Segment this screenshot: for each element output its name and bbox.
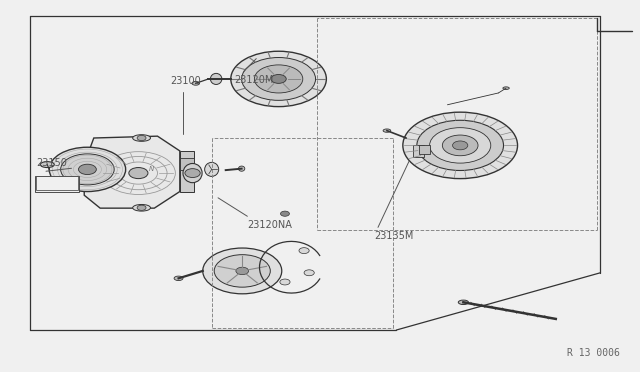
Ellipse shape (40, 161, 54, 167)
FancyBboxPatch shape (35, 176, 79, 192)
Text: 23150: 23150 (36, 157, 67, 167)
Circle shape (203, 248, 282, 294)
Circle shape (429, 128, 491, 163)
Text: 23120NA: 23120NA (247, 220, 292, 230)
Text: 23135M: 23135M (374, 231, 413, 241)
Text: 23120M: 23120M (234, 75, 273, 85)
Circle shape (442, 135, 478, 156)
Circle shape (61, 154, 114, 185)
Circle shape (271, 74, 286, 83)
Circle shape (49, 147, 125, 192)
Circle shape (137, 205, 146, 211)
Circle shape (280, 211, 289, 216)
Circle shape (299, 248, 309, 254)
Polygon shape (84, 136, 180, 208)
Ellipse shape (383, 129, 391, 132)
Circle shape (452, 141, 468, 150)
Circle shape (79, 164, 97, 174)
Circle shape (280, 279, 290, 285)
FancyBboxPatch shape (413, 145, 424, 157)
Ellipse shape (174, 276, 183, 280)
Ellipse shape (205, 162, 219, 176)
Ellipse shape (503, 87, 509, 89)
Ellipse shape (192, 81, 200, 85)
Circle shape (417, 120, 504, 170)
Circle shape (236, 267, 248, 275)
Circle shape (185, 169, 200, 177)
Ellipse shape (132, 205, 150, 211)
Text: R 13 0006: R 13 0006 (566, 348, 620, 358)
Circle shape (129, 167, 148, 179)
Ellipse shape (183, 163, 202, 183)
Circle shape (304, 270, 314, 276)
Ellipse shape (239, 166, 245, 171)
Circle shape (254, 65, 303, 93)
Ellipse shape (211, 73, 222, 84)
FancyBboxPatch shape (180, 158, 195, 170)
Circle shape (137, 135, 146, 141)
Ellipse shape (132, 135, 150, 141)
Circle shape (214, 255, 270, 287)
Circle shape (403, 112, 518, 179)
FancyBboxPatch shape (419, 145, 430, 154)
Text: N: N (148, 166, 154, 172)
Text: 23100: 23100 (170, 76, 201, 86)
Bar (180, 151, 194, 192)
Circle shape (242, 58, 316, 100)
Circle shape (231, 51, 326, 107)
Bar (36, 176, 78, 190)
Ellipse shape (458, 300, 468, 305)
